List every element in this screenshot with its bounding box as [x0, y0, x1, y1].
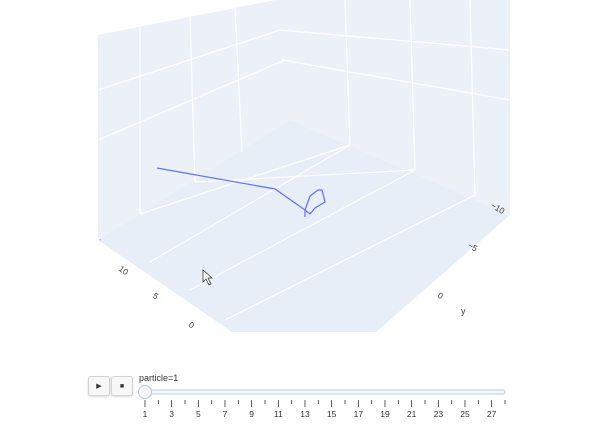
slider-tick-label[interactable]: 27 — [487, 409, 497, 419]
trace-line[interactable] — [156, 167, 306, 217]
x-tick-label: 0 — [187, 319, 197, 330]
slider-handle[interactable] — [138, 385, 152, 399]
stop-icon: ■ — [119, 382, 125, 390]
scene-gridlines — [97, 0, 511, 321]
slider-value: 1 — [173, 373, 179, 383]
play-button[interactable]: ▶ — [88, 376, 110, 396]
left-wall-pane — [98, 0, 290, 240]
3d-scene[interactable]: 10 5 0 ˙ −10 −5 0 y — [0, 0, 600, 345]
slider-tick-labels: 1 3 5 7 9 11 13 15 17 19 21 23 25 27 — [143, 409, 497, 419]
slider-tick-label[interactable]: 19 — [380, 409, 390, 419]
animation-controls: ▶ ■ particle=1 1 3 5 7 9 11 13 15 17 19 21 23 25 27 — [0, 345, 600, 426]
particle-trace[interactable] — [156, 167, 326, 217]
right-wall-pane — [275, 0, 510, 215]
y-tick-label: 0 — [436, 290, 445, 301]
x-tick-label: 10 — [117, 263, 131, 277]
play-icon: ▶ — [96, 383, 102, 390]
x-tick-label: 5 — [151, 290, 161, 301]
slider-tick-label[interactable]: 9 — [249, 409, 254, 419]
y-axis-title: y — [461, 306, 466, 316]
slider-tick-label[interactable]: 23 — [434, 409, 444, 419]
slider-rail[interactable] — [144, 389, 506, 395]
mouse-cursor-icon — [202, 269, 214, 286]
slider-tick-label[interactable]: 17 — [354, 409, 364, 419]
y-tick-label: −5 — [466, 240, 480, 254]
slider-ticks — [144, 400, 506, 407]
floor-pane — [98, 120, 510, 332]
slider-tick-label[interactable]: 15 — [327, 409, 337, 419]
slider-tick-label[interactable]: 3 — [169, 409, 174, 419]
slider-tick-label[interactable]: 13 — [300, 409, 310, 419]
slider-tick-label[interactable]: 11 — [274, 409, 283, 419]
scene-panes — [98, 0, 510, 332]
slider-tick-label[interactable]: 1 — [143, 409, 148, 419]
slider-tick-label[interactable]: 7 — [223, 409, 228, 419]
slider-prefix: particle= — [139, 373, 174, 383]
slider-tick-label[interactable]: 21 — [407, 409, 417, 419]
x-axis-marker: ˙ — [95, 237, 103, 247]
frame-slider[interactable]: 1 3 5 7 9 11 13 15 17 19 21 23 25 27 — [130, 383, 510, 423]
stop-button[interactable]: ■ — [111, 376, 133, 396]
slider-current-value: particle=1 — [139, 373, 178, 383]
slider-tick-label[interactable]: 25 — [460, 409, 470, 419]
slider-tick-label[interactable]: 5 — [196, 409, 201, 419]
trace-loop[interactable] — [304, 189, 326, 215]
